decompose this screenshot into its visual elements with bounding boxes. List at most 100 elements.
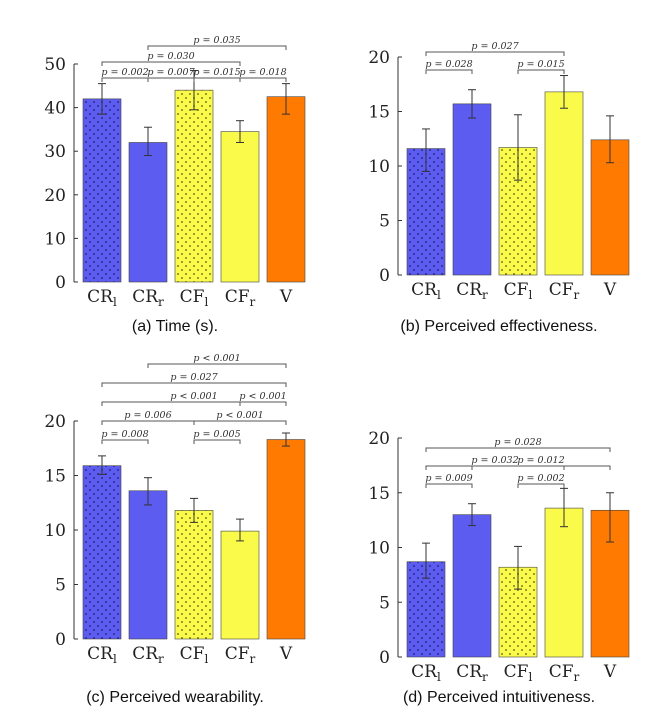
y-tick-label: 0	[55, 273, 66, 293]
p-value-label: p = 0.015	[517, 59, 564, 70]
p-value-label: p = 0.002	[517, 473, 564, 484]
p-value-label: p < 0.001	[239, 391, 286, 402]
significance-bracket	[147, 77, 195, 82]
p-value-label: p = 0.027	[170, 372, 218, 383]
significance-bracket	[101, 420, 195, 425]
significance-bracket	[101, 61, 241, 66]
p-value-label: p = 0.015	[193, 67, 240, 78]
y-tick-label: 10	[44, 229, 66, 249]
p-value-label: p < 0.001	[193, 353, 240, 364]
p-value-label: p = 0.012	[517, 455, 564, 466]
x-tick-label: CRl	[411, 280, 441, 302]
p-value-label: p = 0.006	[124, 410, 171, 421]
p-value-label: p = 0.028	[494, 437, 541, 448]
x-tick-label: CFl	[180, 287, 209, 309]
p-value-label: p < 0.001	[170, 391, 217, 402]
y-tick-label: 20	[44, 412, 66, 432]
x-tick-label: V	[279, 644, 293, 664]
x-tick-label: CFr	[225, 287, 256, 309]
bar	[128, 142, 168, 283]
x-tick-label: CFl	[504, 662, 533, 684]
significance-bracket	[101, 439, 149, 444]
y-tick-label: 15	[368, 103, 390, 123]
p-value-label: p = 0.005	[193, 429, 240, 440]
chart-panel-effectiveness: 0 5 10 15 20 CRl CRr CFl CFr Vp = 0.028 p = 0.015 p…	[368, 41, 630, 302]
significance-bracket	[193, 420, 287, 425]
significance-bracket	[471, 465, 611, 470]
x-tick-label: CFl	[504, 280, 533, 302]
y-tick-label: 30	[44, 142, 66, 162]
p-value-label: p = 0.035	[193, 35, 240, 46]
chart-panel-intuitiveness: 0 5 10 15 20 CRl CRr CFl CFr Vp = 0.009 p = 0.002 p…	[368, 429, 630, 684]
y-tick-label: 20	[368, 48, 390, 68]
significance-bracket	[239, 77, 287, 82]
x-tick-label: V	[603, 662, 617, 682]
x-tick-label: CFr	[549, 280, 580, 302]
significance-bracket	[101, 77, 149, 82]
y-tick-label: 5	[55, 576, 66, 596]
significance-bracket	[425, 465, 565, 470]
p-value-label: p = 0.009	[425, 473, 472, 484]
bar	[174, 89, 214, 283]
y-tick-label: 10	[44, 521, 66, 541]
significance-bracket	[101, 401, 287, 406]
caption-wearability: (c) Perceived wearability.	[86, 689, 264, 706]
y-tick-label: 20	[368, 429, 390, 449]
x-tick-label: CRr	[456, 662, 488, 684]
x-tick-label: V	[279, 287, 293, 307]
x-tick-label: CRr	[456, 280, 488, 302]
p-value-label: p < 0.001	[216, 410, 263, 421]
bar	[220, 131, 260, 283]
x-tick-label: CRl	[411, 662, 441, 684]
x-tick-label: V	[603, 280, 617, 300]
chart-panel-wearability: 0 5 10 15 20 CRl CRr CFl CFr Vp = 0.008 p = 0.005 p…	[44, 353, 306, 666]
x-tick-label: CFr	[225, 644, 256, 666]
y-tick-label: 10	[368, 539, 390, 559]
y-tick-label: 5	[379, 593, 390, 613]
y-tick-label: 0	[379, 648, 390, 668]
y-tick-label: 0	[379, 266, 390, 286]
bar	[82, 98, 122, 283]
significance-bracket	[147, 45, 287, 50]
bar	[452, 103, 492, 276]
y-tick-label: 15	[44, 467, 66, 487]
significance-bracket	[425, 51, 565, 56]
y-tick-label: 20	[44, 186, 66, 206]
y-tick-label: 15	[368, 484, 390, 504]
x-tick-label: CRl	[87, 644, 117, 666]
significance-bracket	[101, 382, 287, 387]
p-value-label: p = 0.027	[471, 41, 519, 52]
y-tick-label: 40	[44, 99, 66, 119]
bar	[82, 465, 122, 640]
caption-effectiveness: (b) Perceived effectiveness.	[400, 318, 597, 335]
significance-bracket	[517, 483, 565, 488]
caption-time: (a) Time (s).	[132, 318, 218, 335]
y-tick-label: 10	[368, 157, 390, 177]
p-value-label: p = 0.032	[471, 455, 518, 466]
p-value-label: p = 0.030	[147, 51, 194, 62]
p-value-label: p = 0.008	[101, 429, 148, 440]
bar	[266, 96, 306, 283]
bar	[174, 510, 214, 640]
bar	[544, 91, 584, 276]
significance-bracket	[517, 69, 565, 74]
bar	[266, 439, 306, 640]
p-value-label: p = 0.018	[239, 67, 286, 78]
x-tick-label: CRr	[132, 644, 164, 666]
significance-bracket	[239, 401, 287, 406]
y-tick-label: 0	[55, 630, 66, 650]
x-tick-label: CFl	[180, 644, 209, 666]
x-tick-label: CFr	[549, 662, 580, 684]
significance-bracket	[425, 447, 611, 452]
x-tick-label: CRr	[132, 287, 164, 309]
x-tick-label: CRl	[87, 287, 117, 309]
p-value-label: p = 0.002	[101, 67, 148, 78]
bar	[452, 514, 492, 658]
y-tick-label: 5	[379, 212, 390, 232]
significance-bracket	[147, 363, 287, 368]
significance-bracket	[425, 483, 473, 488]
p-value-label: p = 0.028	[425, 59, 472, 70]
significance-bracket	[425, 69, 473, 74]
